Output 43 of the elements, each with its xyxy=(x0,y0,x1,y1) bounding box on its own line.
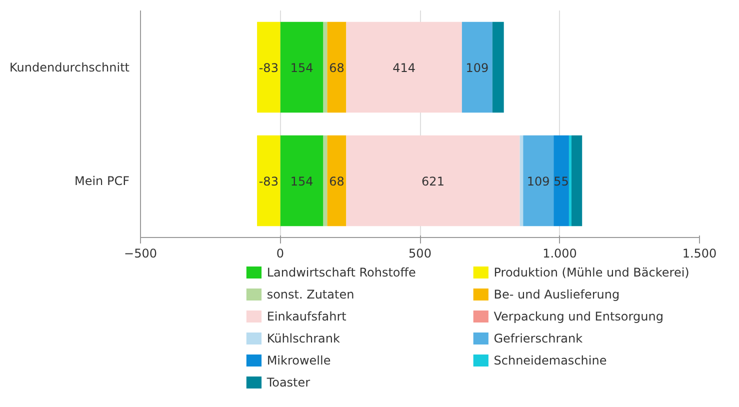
legend-label: Kühlschrank xyxy=(266,332,340,346)
bar xyxy=(280,22,324,113)
data-label: -83 xyxy=(258,174,278,188)
data-label: 109 xyxy=(466,60,489,75)
x-tick-label: 1.500 xyxy=(682,246,717,260)
x-tick-label: 0 xyxy=(276,246,284,260)
x-tick-label: −500 xyxy=(124,246,157,260)
bar xyxy=(492,22,504,113)
legend-label: Schneidemaschine xyxy=(494,354,607,368)
legend-label: Be- und Auslieferung xyxy=(494,288,620,302)
x-tick-label: 1.000 xyxy=(542,246,577,260)
bar xyxy=(257,22,280,113)
data-label: 154 xyxy=(290,174,314,188)
data-label: 621 xyxy=(422,174,444,188)
bar xyxy=(327,22,346,113)
legend-label: Verpackung und Entsorgung xyxy=(494,310,664,324)
legend-label: Einkaufsfahrt xyxy=(266,310,347,324)
legend-label: Gefrierschrank xyxy=(494,332,583,346)
bar xyxy=(327,135,346,226)
data-label: 414 xyxy=(392,60,416,75)
bar xyxy=(280,135,324,226)
legend-label: Produktion (Mühle und Bäckerei) xyxy=(494,266,690,280)
data-label: 154 xyxy=(290,60,314,75)
bar xyxy=(462,22,492,113)
data-label: 109 xyxy=(526,174,550,188)
bar xyxy=(523,135,554,226)
bar xyxy=(571,135,582,226)
y-tick-label: Kundendurchschnitt xyxy=(10,60,130,74)
x-tick-label: 500 xyxy=(408,246,432,260)
legend-label: Landwirtschaft Rohstoffe xyxy=(266,266,416,280)
bar xyxy=(554,135,569,226)
legend-label: sonst. Zutaten xyxy=(266,288,354,302)
legend-label: Toaster xyxy=(266,376,310,390)
data-label: -83 xyxy=(258,60,278,75)
data-label: 68 xyxy=(329,60,344,75)
bar xyxy=(346,22,462,113)
data-label: 55 xyxy=(554,174,569,188)
bar xyxy=(257,135,280,226)
bar xyxy=(346,135,520,226)
data-label: 68 xyxy=(329,174,344,188)
y-tick-label: Mein PCF xyxy=(74,174,130,188)
bar xyxy=(568,135,572,226)
legend-label: Mikrowelle xyxy=(266,354,331,368)
